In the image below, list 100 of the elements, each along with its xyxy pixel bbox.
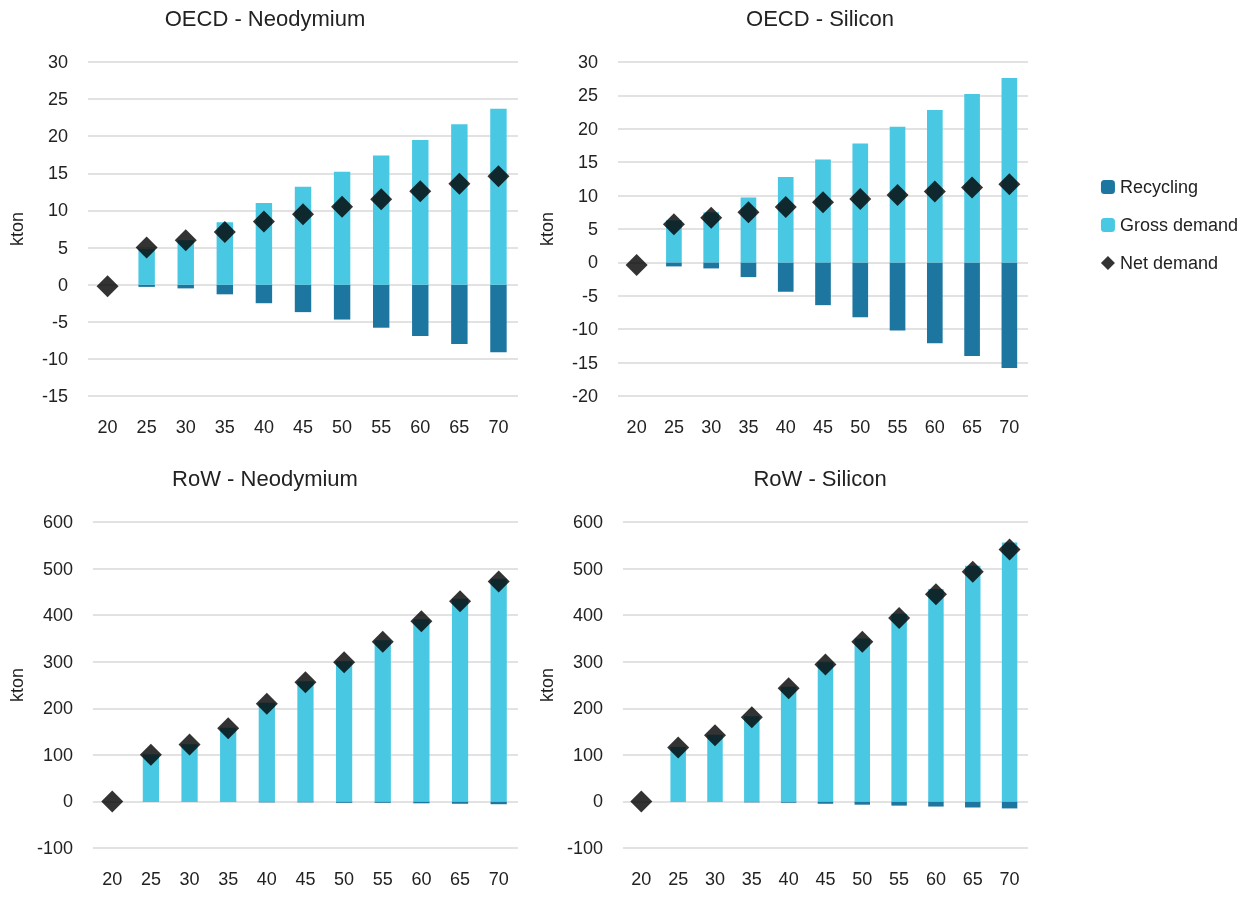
bar — [666, 262, 682, 267]
bar — [854, 801, 871, 805]
point — [487, 165, 510, 188]
y-tick-label: 15 — [577, 152, 598, 173]
x-tick-label: 25 — [668, 869, 689, 889]
point — [774, 195, 797, 218]
bar — [703, 262, 720, 269]
bar — [889, 262, 906, 331]
x-tick-label: 70 — [488, 417, 509, 437]
bar — [372, 284, 390, 328]
y-tick-label: 500 — [42, 558, 73, 579]
legend-label: Recycling — [1119, 177, 1198, 197]
bar — [777, 262, 794, 292]
y-tick-label: -15 — [571, 352, 598, 373]
point — [449, 590, 472, 613]
y-tick-label: 0 — [592, 791, 603, 812]
point — [292, 203, 314, 226]
point — [777, 677, 800, 700]
bar — [138, 284, 155, 287]
y-tick-label: -100 — [566, 838, 603, 858]
x-tick-label: 60 — [410, 417, 431, 437]
bar — [817, 801, 834, 804]
point — [924, 583, 947, 606]
point — [252, 210, 275, 233]
x-tick-label: 40 — [256, 869, 277, 889]
bar — [964, 262, 980, 356]
point — [998, 173, 1021, 196]
x-tick-label: 40 — [253, 417, 274, 437]
y-axis-title: kton — [537, 211, 557, 247]
bar — [965, 565, 981, 802]
bar — [294, 284, 312, 313]
bar — [928, 801, 944, 807]
point — [101, 790, 124, 813]
x-tick-label: 20 — [97, 417, 118, 437]
bar — [926, 110, 943, 263]
point — [740, 706, 763, 729]
y-tick-label: -5 — [51, 311, 68, 332]
bar — [740, 262, 757, 278]
y-tick-label: 5 — [587, 219, 598, 239]
point — [370, 188, 393, 211]
y-tick-label: 15 — [47, 163, 68, 184]
y-tick-label: 0 — [62, 791, 73, 812]
chart-title: OECD - Neodymium — [164, 5, 366, 31]
y-tick-label: 300 — [572, 651, 603, 672]
y-axis-title: kton — [7, 211, 27, 247]
y-tick-label: 30 — [577, 52, 598, 72]
x-tick-label: 50 — [334, 869, 355, 889]
point — [814, 653, 837, 676]
x-tick-label: 60 — [924, 417, 945, 437]
x-tick-label: 20 — [626, 417, 647, 437]
point — [888, 606, 911, 629]
x-tick-label: 60 — [925, 869, 946, 889]
x-tick-label: 50 — [332, 417, 353, 437]
x-tick-label: 25 — [136, 417, 157, 437]
x-tick-label: 65 — [450, 869, 471, 889]
y-tick-label: 600 — [572, 512, 603, 532]
x-tick-label: 65 — [449, 417, 470, 437]
point — [886, 183, 909, 206]
x-tick-label: 70 — [999, 869, 1020, 889]
y-tick-label: 20 — [47, 126, 68, 147]
bar — [891, 801, 907, 806]
point — [667, 736, 690, 759]
chart-title: OECD - Silicon — [746, 5, 894, 31]
bar — [1001, 801, 1018, 809]
bar — [1001, 262, 1018, 368]
point — [998, 538, 1021, 561]
bar — [490, 284, 507, 353]
y-tick-label: 400 — [572, 605, 603, 626]
x-tick-label: 35 — [218, 869, 239, 889]
x-tick-label: 50 — [852, 869, 873, 889]
x-tick-label: 60 — [411, 869, 432, 889]
x-tick-label: 35 — [738, 417, 759, 437]
point — [174, 229, 197, 252]
x-tick-label: 30 — [704, 869, 725, 889]
x-tick-label: 20 — [102, 869, 123, 889]
y-tick-label: -20 — [571, 386, 598, 406]
x-tick-label: 25 — [140, 869, 161, 889]
y-tick-label: -15 — [41, 386, 68, 406]
point — [851, 630, 874, 653]
point — [255, 692, 278, 715]
y-tick-label: 20 — [577, 118, 598, 139]
y-tick-label: 25 — [47, 89, 68, 110]
bar — [451, 124, 468, 285]
bar — [216, 284, 234, 295]
y-tick-label: 400 — [42, 605, 73, 626]
y-tick-label: 0 — [57, 274, 68, 295]
bar — [815, 262, 831, 306]
legend-label: Gross demand — [1119, 215, 1239, 235]
x-tick-label: 45 — [812, 417, 834, 437]
bar — [333, 284, 351, 320]
point — [331, 195, 354, 218]
x-tick-label: 50 — [850, 417, 871, 437]
y-tick-label: 10 — [47, 200, 68, 221]
point — [700, 206, 723, 229]
point — [961, 560, 984, 583]
chart-title: RoW - Neodymium — [172, 465, 358, 491]
point — [135, 236, 158, 259]
x-tick-label: 45 — [295, 869, 316, 889]
bar — [451, 801, 469, 804]
bar — [965, 801, 981, 808]
